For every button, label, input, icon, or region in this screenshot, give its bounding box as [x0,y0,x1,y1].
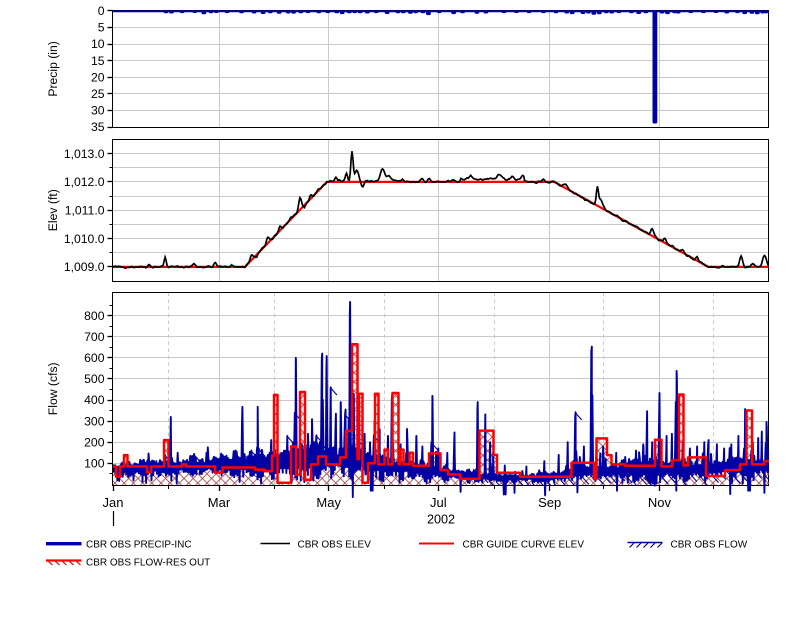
svg-text:0: 0 [98,4,105,18]
svg-text:300: 300 [84,414,105,428]
svg-text:30: 30 [91,104,105,118]
svg-text:CBR OBS FLOW: CBR OBS FLOW [671,540,748,551]
svg-text:1,010.0: 1,010.0 [64,232,105,246]
svg-text:Flow (cfs): Flow (cfs) [46,362,60,415]
svg-text:2002: 2002 [427,513,455,527]
svg-text:400: 400 [84,393,105,407]
svg-text:Mar: Mar [208,495,231,510]
svg-text:10: 10 [91,37,105,51]
svg-text:CBR GUIDE CURVE ELEV: CBR GUIDE CURVE ELEV [463,540,585,551]
svg-text:Elev (ft): Elev (ft) [46,189,60,231]
svg-text:200: 200 [84,435,105,449]
svg-text:1,009.0: 1,009.0 [64,260,105,274]
svg-text:600: 600 [84,351,105,365]
svg-text:1,011.0: 1,011.0 [65,203,105,217]
svg-text:700: 700 [84,330,105,344]
svg-text:Jan: Jan [103,495,124,510]
svg-text:May: May [316,495,341,510]
svg-text:800: 800 [84,309,105,323]
svg-text:100: 100 [84,457,105,471]
svg-text:1,012.0: 1,012.0 [64,175,105,189]
svg-text:Sep: Sep [538,495,561,510]
svg-text:20: 20 [91,70,105,84]
svg-text:Precip (in): Precip (in) [46,41,60,97]
svg-text:CBR OBS FLOW-RES OUT: CBR OBS FLOW-RES OUT [86,558,210,569]
svg-text:25: 25 [91,87,105,101]
svg-text:Jul: Jul [430,495,447,510]
svg-text:500: 500 [84,372,105,386]
svg-text:35: 35 [91,120,105,134]
svg-text:1,013.0: 1,013.0 [64,147,105,161]
svg-text:CBR OBS ELEV: CBR OBS ELEV [298,540,372,551]
svg-text:5: 5 [98,21,105,35]
svg-text:15: 15 [91,54,105,68]
svg-text:Nov: Nov [648,495,672,510]
svg-text:CBR OBS PRECIP-INC: CBR OBS PRECIP-INC [86,540,192,551]
